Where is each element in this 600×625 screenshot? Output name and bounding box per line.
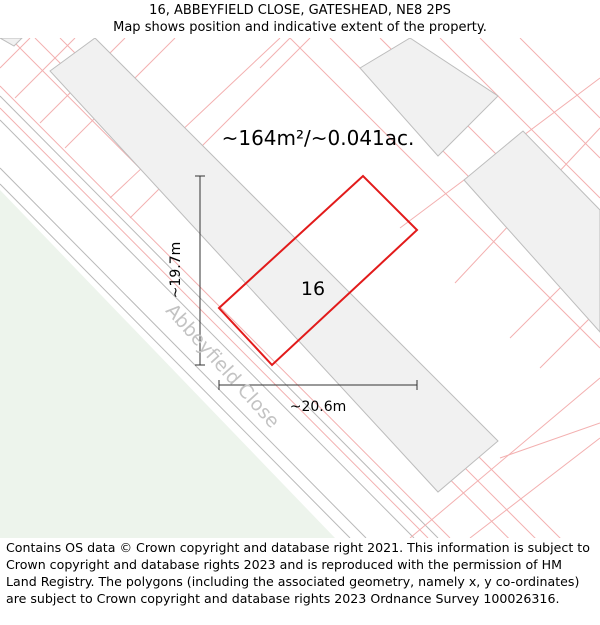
plot-number-label: 16 — [301, 278, 325, 300]
property-address-title: 16, ABBEYFIELD CLOSE, GATESHEAD, NE8 2PS — [149, 3, 451, 18]
height-label: ~19.7m — [168, 242, 184, 299]
building-right — [463, 130, 600, 333]
map-svg: ~164m²/~0.041ac. 16 ~19.7m ~20.6m Abbeyf… — [0, 37, 600, 625]
map-description: Map shows position and indicative extent… — [113, 20, 487, 35]
map-canvas[interactable]: ~164m²/~0.041ac. 16 ~19.7m ~20.6m Abbeyf… — [0, 37, 600, 625]
copyright-attribution: Contains OS data © Crown copyright and d… — [6, 540, 590, 606]
buildings — [0, 37, 600, 493]
width-measure-line — [218, 380, 418, 390]
area-label: ~164m²/~0.041ac. — [222, 126, 415, 150]
width-label: ~20.6m — [290, 399, 347, 415]
property-boundary[interactable] — [217, 174, 419, 367]
map-header: 16, ABBEYFIELD CLOSE, GATESHEAD, NE8 2PS… — [0, 0, 600, 38]
green-space — [0, 190, 335, 538]
road-edges — [0, 95, 439, 539]
building-top-left — [0, 37, 24, 47]
building-top-right — [359, 37, 499, 157]
height-measure-line — [195, 175, 205, 366]
building-row-main — [49, 37, 499, 493]
